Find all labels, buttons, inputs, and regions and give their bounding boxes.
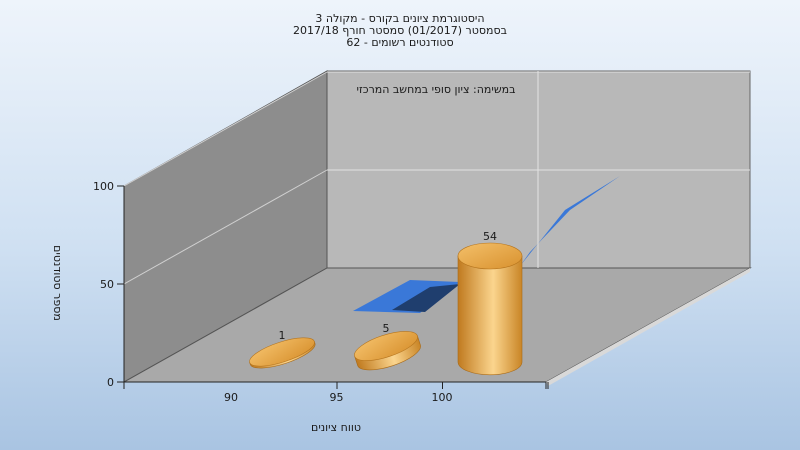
- bar-data-label: 54: [483, 230, 497, 243]
- bar-data-label: 5: [383, 322, 390, 335]
- x-tick-label: 95: [330, 391, 344, 404]
- y-axis-label: מספר סטודנטים: [51, 245, 64, 321]
- bar: 5: [354, 322, 421, 371]
- chart-subtitle: במשימה: ציון סופי במחשב המרכזי: [356, 83, 515, 96]
- ribbon-layer: [353, 176, 620, 313]
- bar: 54: [457, 230, 523, 376]
- axis-layer: 0 50 100 90 95 100: [93, 180, 549, 404]
- side-wall-gridline: [123, 71, 328, 187]
- bar-cap: [457, 242, 523, 270]
- bar-cap: [354, 331, 418, 361]
- floor-edge: [546, 268, 750, 386]
- chart-title-line-2: בסמסטר (01/2017) סמסטר חורף 2017/18: [293, 24, 507, 37]
- ribbon-shadow: [392, 284, 460, 312]
- bar: 1: [249, 329, 316, 369]
- y-tick-label: 0: [107, 376, 114, 389]
- bar-cap: [249, 337, 315, 367]
- y-tick-label: 50: [100, 278, 114, 291]
- side-wall-gridline: [123, 169, 328, 285]
- bar-data-label: 1: [279, 329, 286, 342]
- bar-body: [457, 255, 523, 376]
- x-tick-label: 90: [224, 391, 238, 404]
- chart-title-line-1: היסטוגרמת ציונים בקורס - מקולה 3: [315, 12, 485, 25]
- chart-title-line-3: סטודנטים רשומים - 62: [346, 36, 454, 49]
- x-axis-label: טווח ציונים: [311, 421, 361, 434]
- grid-layer: [123, 71, 750, 285]
- x-tick-label: 100: [432, 391, 453, 404]
- y-tick-label: 100: [93, 180, 114, 193]
